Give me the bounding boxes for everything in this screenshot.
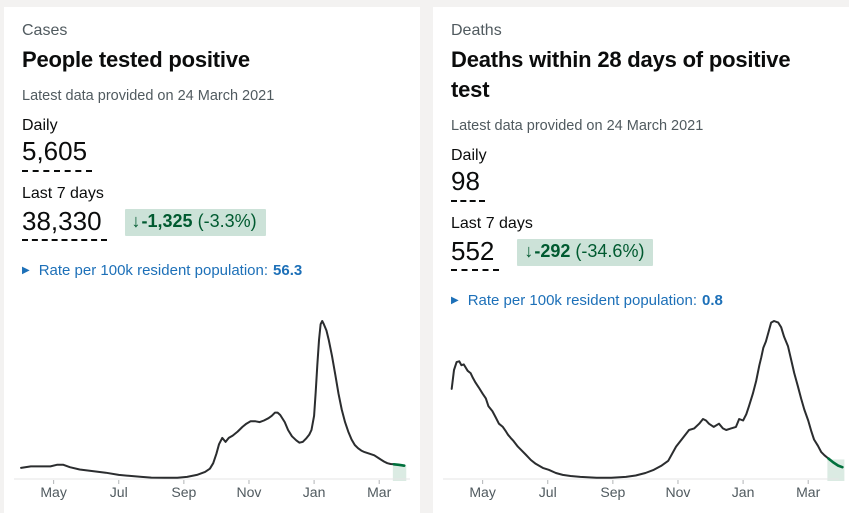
svg-text:Sep: Sep bbox=[600, 484, 625, 500]
rate-details-toggle[interactable]: ▶ Rate per 100k resident population: 56.… bbox=[22, 262, 302, 279]
svg-text:Jul: Jul bbox=[110, 484, 128, 500]
change-value: -1,325 bbox=[141, 211, 193, 232]
daily-value[interactable]: 5,605 bbox=[22, 138, 93, 172]
weekly-label: Last 7 days bbox=[451, 214, 533, 232]
change-badge: ↓-1,325 (-3.3%) bbox=[124, 209, 266, 237]
weekly-row: 38,330 ↓-1,325 (-3.3%) bbox=[22, 205, 402, 241]
rate-label: Rate per 100k resident population: bbox=[467, 291, 698, 309]
svg-text:Mar: Mar bbox=[796, 484, 821, 500]
weekly-value[interactable]: 552 bbox=[451, 237, 500, 271]
card-title: Deaths within 28 days of positive test bbox=[451, 47, 791, 103]
svg-text:May: May bbox=[40, 484, 67, 500]
change-percent: (-3.3%) bbox=[197, 211, 257, 232]
svg-text:May: May bbox=[469, 484, 496, 500]
svg-text:Jul: Jul bbox=[539, 484, 557, 500]
daily-value[interactable]: 98 bbox=[451, 168, 485, 202]
rate-details-toggle[interactable]: ▶ Rate per 100k resident population: 0.8 bbox=[451, 292, 723, 309]
data-updated-caption: Latest data provided on 24 March 2021 bbox=[451, 118, 704, 135]
weekly-value[interactable]: 38,330 bbox=[22, 207, 107, 241]
svg-text:Jan: Jan bbox=[303, 484, 326, 500]
daily-label: Daily bbox=[451, 147, 487, 165]
weekly-row: 552 ↓-292 (-34.6%) bbox=[451, 235, 831, 271]
cases-trend-chart: May Jul Sep Nov Jan Mar bbox=[14, 320, 410, 500]
rate-value: 56.3 bbox=[273, 261, 303, 279]
change-badge: ↓-292 (-34.6%) bbox=[517, 239, 654, 267]
change-percent: (-34.6%) bbox=[575, 241, 645, 262]
deaths-trend-chart: May Jul Sep Nov Jan Mar bbox=[443, 320, 845, 500]
decrease-arrow-icon: ↓ bbox=[524, 241, 534, 262]
change-value: -292 bbox=[534, 241, 571, 262]
svg-text:Sep: Sep bbox=[171, 484, 196, 500]
svg-text:Nov: Nov bbox=[236, 484, 261, 500]
deaths-summary-card: Deaths Deaths within 28 days of positive… bbox=[433, 7, 849, 513]
rate-value: 0.8 bbox=[702, 291, 723, 309]
data-updated-caption: Latest data provided on 24 March 2021 bbox=[22, 88, 275, 105]
svg-text:Nov: Nov bbox=[665, 484, 690, 500]
rate-label: Rate per 100k resident population: bbox=[38, 261, 269, 279]
weekly-label: Last 7 days bbox=[22, 184, 104, 202]
card-title: People tested positive bbox=[22, 47, 250, 73]
cases-summary-card: Cases People tested positive Latest data… bbox=[4, 7, 420, 513]
card-category-label: Deaths bbox=[451, 22, 502, 39]
details-marker-icon: ▶ bbox=[22, 264, 30, 276]
daily-label: Daily bbox=[22, 117, 58, 135]
svg-text:Jan: Jan bbox=[732, 484, 755, 500]
card-category-label: Cases bbox=[22, 22, 68, 39]
svg-text:Mar: Mar bbox=[367, 484, 392, 500]
details-marker-icon: ▶ bbox=[451, 294, 459, 306]
decrease-arrow-icon: ↓ bbox=[131, 211, 141, 232]
